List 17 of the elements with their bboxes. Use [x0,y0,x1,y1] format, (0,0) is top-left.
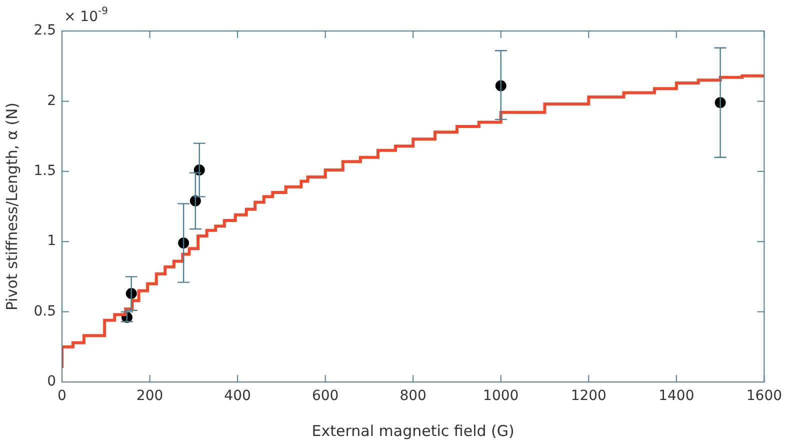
x-tick-label: 200 [136,388,164,404]
y-tick-label: 2 [47,92,56,109]
x-tick-label: 1600 [746,388,782,404]
y-tick-label: 0.5 [34,303,56,320]
x-tick-label: 0 [58,388,66,404]
y-tick-label: 1 [47,233,56,250]
x-tick-label: 800 [400,388,426,404]
x-tick-label: 400 [224,388,251,404]
x-tick-label: 1200 [570,388,606,404]
y-tick-label: 1.5 [34,163,56,180]
x-axis-title: External magnetic field (G) [312,422,514,440]
x-tick-label: 600 [312,388,339,404]
y-tick-label: 0 [47,374,56,390]
x-tick-label: 1000 [483,388,519,404]
y-axis-title: Pivot stiffness/Length, α (N) [2,102,21,311]
y-tick-label: 2.5 [34,22,56,39]
x-tick-label: 1400 [658,388,694,404]
